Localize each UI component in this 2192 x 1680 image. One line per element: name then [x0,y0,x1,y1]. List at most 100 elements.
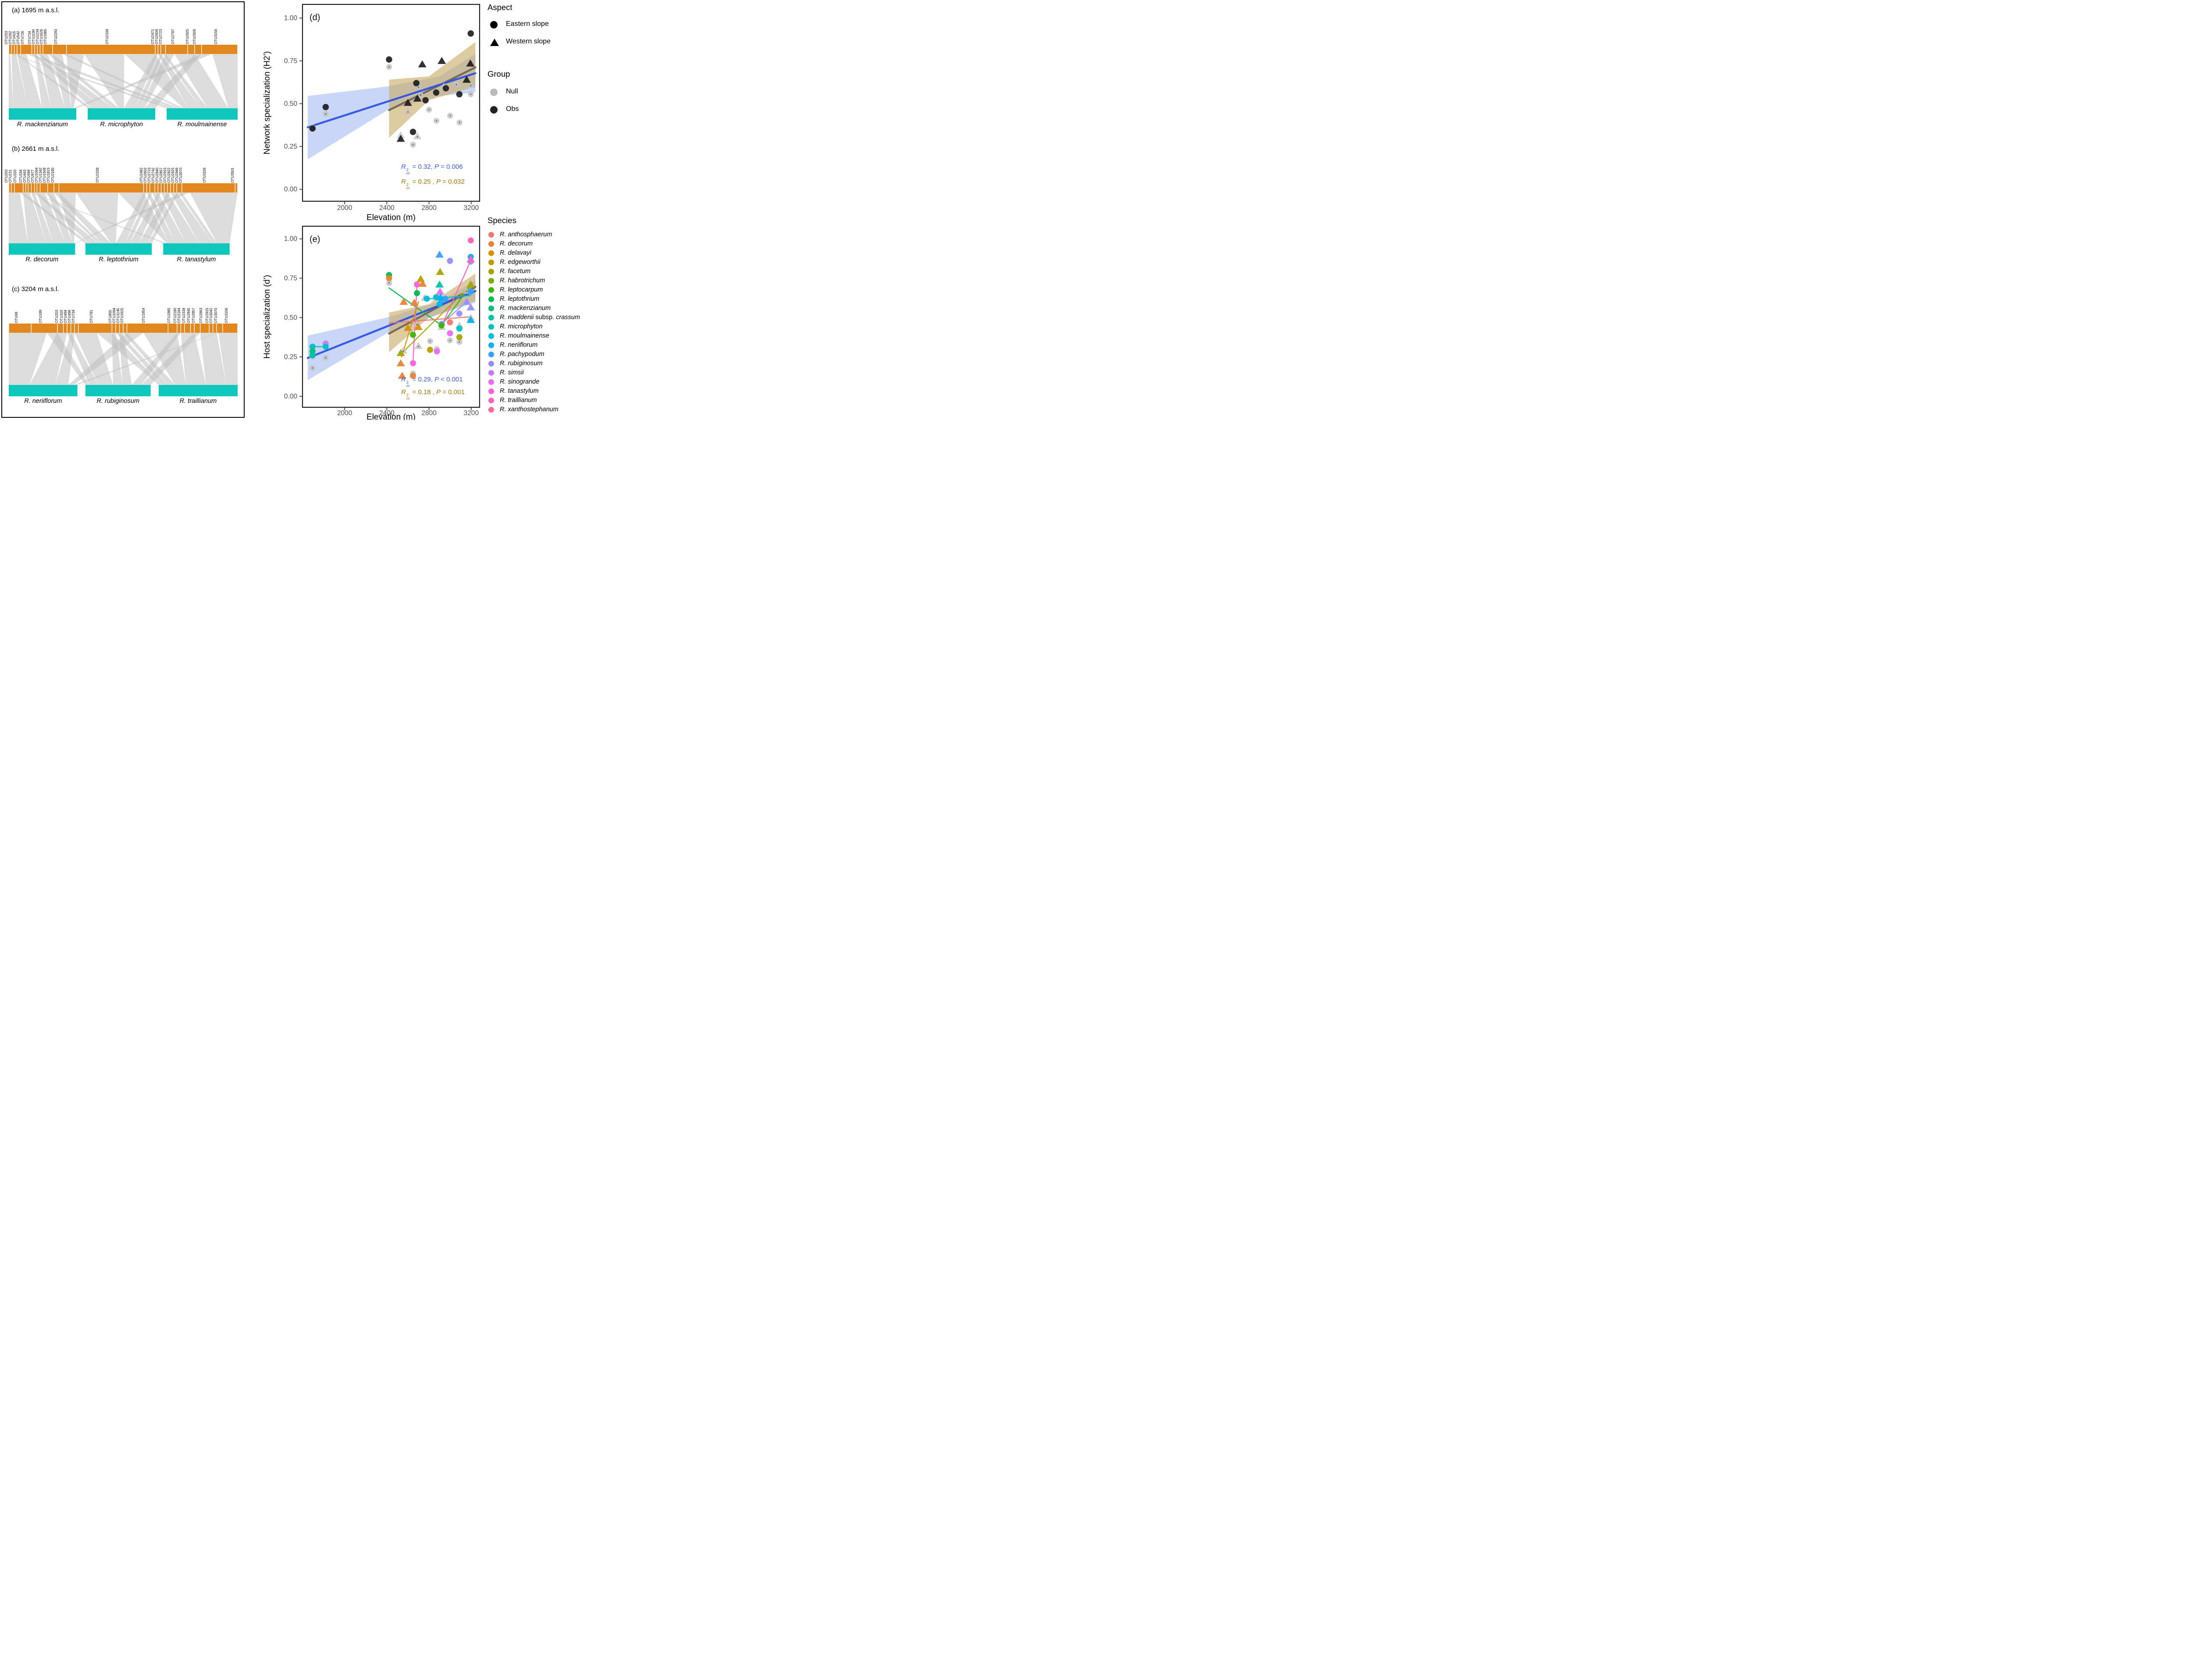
data-point-circle [410,373,416,379]
link-ribbon [9,54,14,108]
data-point-triangle [418,60,427,68]
null-center-dot [459,122,460,123]
species-label: R. tanastylum [500,388,539,395]
otu-label: OTU2863 [199,308,203,323]
otu-label: OTU2339 [105,29,109,44]
species-label: R. decorum [500,240,533,247]
data-point-circle [322,104,329,110]
aspect-legend-title: Aspect [488,3,512,12]
otu-label: OTU1234 [35,29,39,44]
link-ribbon [140,54,174,108]
species-color-icon [488,315,494,320]
otu-label: OTU3042 [209,308,214,323]
data-point-triangle [414,342,423,349]
group-item-label: Obs [506,105,519,113]
data-point-triangle [414,82,423,90]
link-ribbon [28,192,46,243]
otu-segment [150,183,155,192]
data-point-circle [434,348,440,355]
trend-line [388,316,471,324]
link-ribbon [161,192,193,243]
otu-segment [127,324,168,333]
otu-label: OTU443 [22,169,27,183]
trend-line [306,290,477,359]
null-center-dot [459,341,460,343]
null-center-dot [428,109,430,110]
otu-label: OTU1626 [39,29,43,44]
otu-segment [12,45,14,54]
data-point-triangle [466,316,475,323]
eastern-slope-circle-icon [490,21,498,28]
otu-label: OTU781 [89,310,94,323]
species-legend-title: Species [488,216,516,225]
species-label: R. pachypodum [500,351,544,358]
host-label: R. tanastylum [177,256,216,263]
panel-a-host-labels: R. mackenzianum R. microphyton R. moulmain… [9,121,238,131]
y-tick-label: 0.75 [284,275,297,282]
data-point-circle [467,237,474,244]
otu-label: OTU2339 [181,308,186,323]
panel-d: 2000 2400 2800 3200 0.00 0.25 0.50 0.75 1.00 Elev… [244,1,484,222]
link-ribbon [47,192,73,243]
species-color-icon [488,324,494,330]
otu-segment [144,183,146,192]
y-tick-label: 1.00 [284,235,298,243]
x-tick-label: 2800 [421,204,437,212]
otu-segment [120,324,123,333]
data-point-circle [409,128,416,135]
otu-label: OTU320 [59,310,64,323]
y-tick-label: 0.50 [284,314,298,321]
data-point-circle [456,325,463,332]
link-ribbon [17,54,38,108]
otu-label: OTU2845 [186,308,191,323]
data-point-circle [386,275,392,281]
data-point-triangle [413,132,422,139]
panel-b-title: (b) 2661 m a.s.l. [12,145,60,153]
data-point-triangle [416,275,425,282]
link-ribbon [40,54,61,108]
otu-segment [35,183,37,192]
null-center-dot [429,340,431,342]
species-label: R. habrotrichum [500,277,545,284]
data-point-triangle [436,288,445,295]
link-ribbon [141,333,200,385]
otu-label: OTU203 [4,31,9,44]
otu-label: OTU1815 [46,167,50,183]
otu-label: OTU68 [14,312,18,323]
species-color-icon [488,333,494,339]
link-ribbon [73,54,213,108]
data-point-circle [442,85,449,92]
otu-segment [71,324,75,333]
otu-segment [185,324,190,333]
link-ribbon [218,333,231,385]
otu-label: OTU1094 [112,308,116,323]
otu-label: OTU334 [18,169,23,183]
otu-label: OTU2602 [143,167,148,183]
null-center-dot [455,84,457,85]
link-ribbon [25,192,43,243]
link-ribbon [40,192,65,243]
x-tick-label: 3200 [464,409,479,417]
otu-label: OTU1190 [31,29,36,44]
otu-segment [37,45,40,54]
species-label: R. edgeworthii [500,259,541,266]
y-tick-label: 1.00 [284,14,298,22]
link-ribbon [14,192,28,243]
data-point-triangle [436,268,445,275]
species-label: R. delavayi [500,249,531,256]
species-color-icon [488,241,494,247]
otu-label: OTU2184 [177,308,181,323]
otu-label: OTU542 [16,31,21,44]
trend-line [441,260,471,327]
link-ribbon [9,333,32,385]
panel-b-host-labels: R. decorum R. leptothrium R. tanastylum [9,256,238,266]
bipartite-box: (a) 1695 m a.s.l. OTU203 OTU262 OTU415 OTU5… [1,1,245,418]
link-ribbon [47,54,119,108]
otu-segment [194,324,200,333]
species-color-icon [488,287,494,293]
otu-label: OTU2180 [173,308,178,323]
otu-label: OTU2925 [171,167,175,183]
data-point-triangle [403,107,412,115]
species-color-icon [488,398,494,403]
